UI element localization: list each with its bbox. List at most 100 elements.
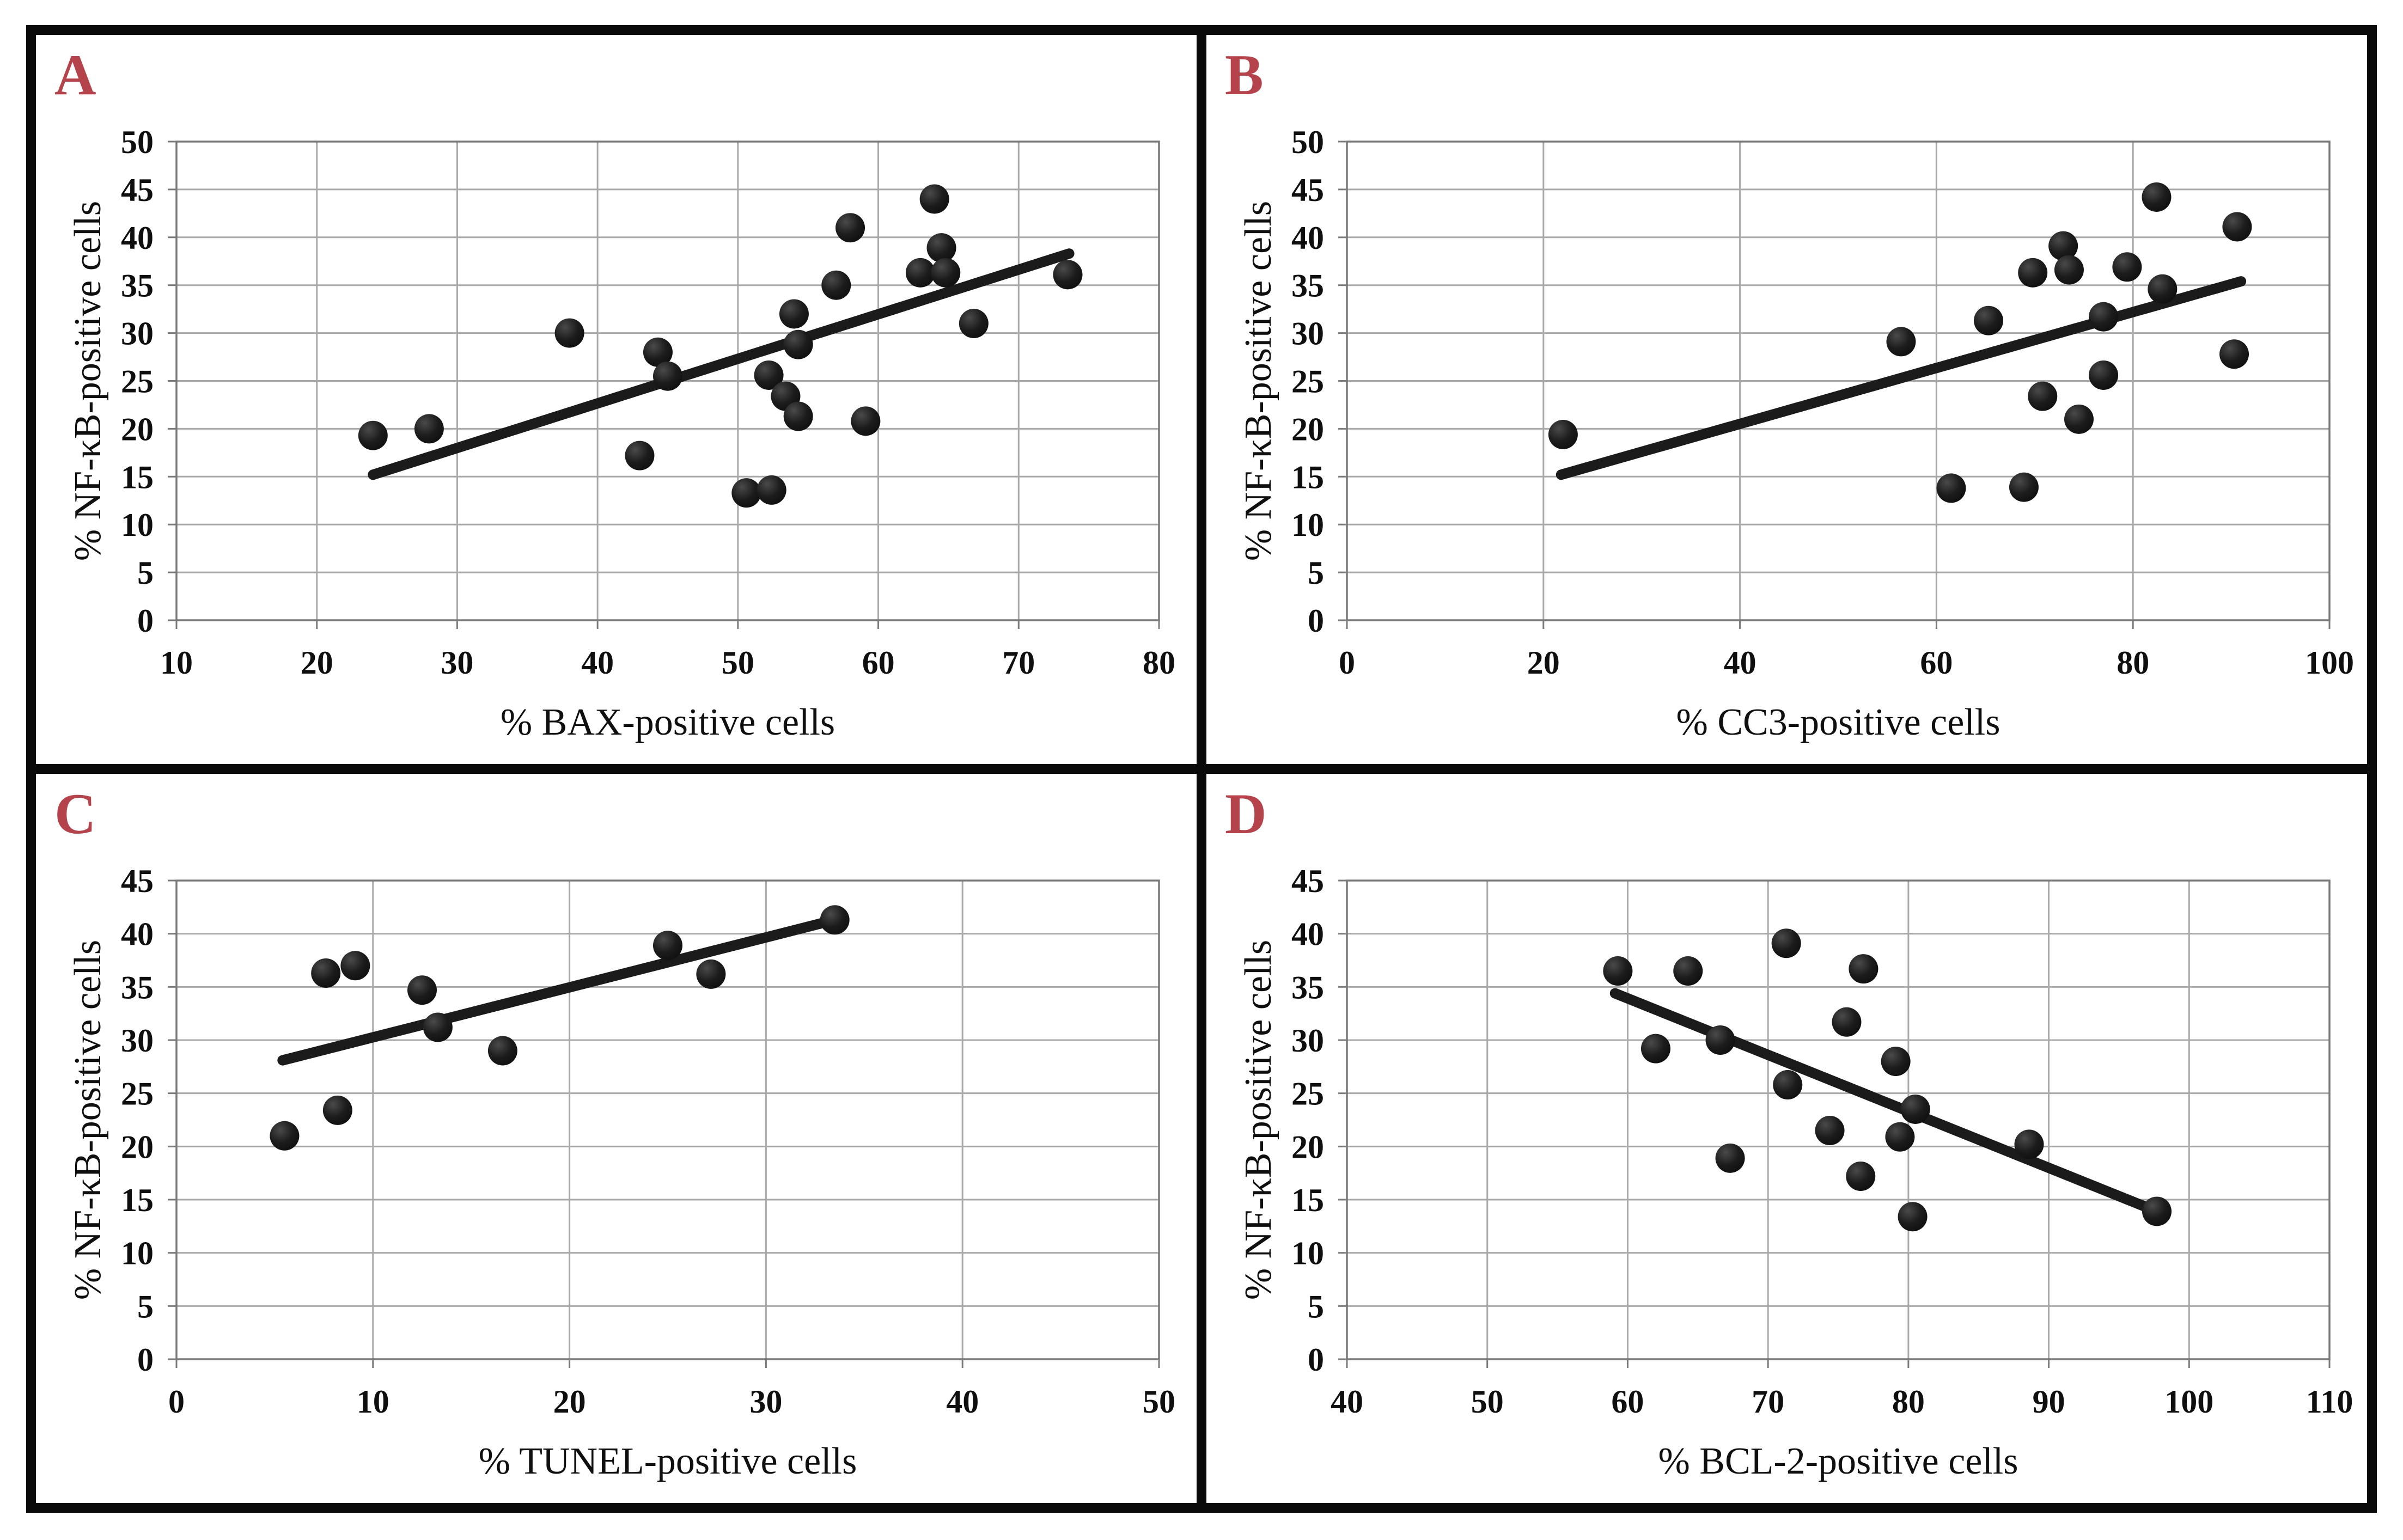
y-tick-label: 40 (121, 220, 154, 256)
tick-marks (1338, 879, 2331, 1368)
y-tick-label: 40 (1291, 916, 1324, 952)
x-tick-label: 20 (1527, 645, 1560, 681)
data-point (1885, 1122, 1915, 1152)
y-tick-labels: 0 5 10 15 20 25 30 35 40 45 (1291, 863, 1324, 1378)
data-point (1898, 1202, 1928, 1232)
data-point (2064, 404, 2094, 434)
data-point (835, 213, 865, 243)
panel-letter-B: B (1225, 43, 1264, 107)
data-point (931, 258, 961, 288)
plot-border (175, 879, 1160, 1360)
y-tick-label: 5 (1308, 1288, 1324, 1324)
data-point (414, 414, 444, 444)
x-tick-label: 60 (1611, 1384, 1644, 1420)
plot-border (1346, 140, 2331, 621)
data-point (820, 905, 850, 935)
data-points (1603, 928, 2172, 1232)
y-tick-label: 50 (1291, 124, 1324, 160)
y-tick-label: 25 (1291, 364, 1324, 400)
y-tick-label: 35 (121, 969, 154, 1005)
data-point (779, 299, 809, 329)
x-axis-title: % TUNEL-positive cells (479, 1440, 857, 1482)
x-axis-title: % BCL-2-positive cells (1658, 1440, 2018, 1482)
data-point (1974, 305, 2004, 335)
x-tick-label: 10 (160, 645, 193, 681)
data-point (1815, 1116, 1845, 1146)
data-point (1715, 1143, 1745, 1173)
y-tick-label: 25 (121, 364, 154, 400)
x-tick-label: 80 (1143, 645, 1175, 681)
x-tick-label: 10 (357, 1384, 389, 1420)
x-tick-labels: 40 50 60 70 80 90 100 110 (1331, 1384, 2353, 1420)
data-point (851, 406, 881, 436)
y-tick-labels: 0 5 10 15 20 25 30 35 40 45 50 (1291, 124, 1324, 639)
y-tick-label: 0 (1308, 603, 1324, 639)
trendline (368, 248, 1075, 480)
y-tick-label: 25 (121, 1076, 154, 1112)
plot-border (175, 140, 1160, 621)
x-axis-title: % BAX-positive cells (501, 701, 835, 743)
data-point (2142, 182, 2172, 212)
panel-B: B 0 5 10 15 20 25 30 35 40 45 50 0 20 40 60 80 100 % CC3-… (1206, 35, 2367, 764)
scatter-plot-bcl2: 0 5 10 15 20 25 30 35 40 45 40 50 60 70 80 90 100 110 % BC… (1237, 863, 2353, 1482)
trendline (1609, 988, 2162, 1217)
y-tick-label: 10 (121, 1236, 154, 1272)
x-tick-label: 40 (946, 1384, 979, 1420)
data-point (2089, 302, 2119, 332)
y-tick-label: 30 (1291, 316, 1324, 352)
gridlines (175, 879, 1160, 1360)
data-point (1053, 260, 1083, 290)
x-tick-label: 50 (1143, 1384, 1175, 1420)
x-tick-label: 20 (301, 645, 333, 681)
x-tick-label: 30 (749, 1384, 782, 1420)
y-tick-label: 20 (1291, 411, 1324, 447)
y-tick-label: 40 (1291, 220, 1324, 256)
y-tick-label: 30 (1291, 1023, 1324, 1059)
data-point (1849, 954, 1879, 984)
x-tick-label: 100 (2164, 1384, 2213, 1420)
gridlines (1346, 140, 2331, 621)
y-tick-label: 0 (137, 603, 154, 639)
y-tick-labels: 0 5 10 15 20 25 30 35 40 45 (121, 863, 154, 1378)
y-tick-label: 15 (1291, 1182, 1324, 1218)
x-tick-label: 80 (2117, 645, 2149, 681)
data-point (783, 329, 813, 359)
x-tick-label: 0 (168, 1384, 185, 1420)
scatter-plot-tunel: 0 5 10 15 20 25 30 35 40 45 0 10 20 30 40 50 % TUNEL-pos… (67, 863, 1175, 1482)
data-point (2009, 472, 2039, 502)
data-point (340, 951, 370, 981)
data-point (2048, 231, 2078, 261)
y-tick-labels: 0 5 10 15 20 25 30 35 40 45 50 (121, 124, 154, 639)
data-point (270, 1121, 300, 1151)
y-tick-label: 10 (121, 507, 154, 543)
data-point (1548, 419, 1578, 449)
y-tick-label: 20 (1291, 1129, 1324, 1165)
data-point (2148, 274, 2178, 304)
data-point (1881, 1047, 1911, 1077)
data-point (754, 360, 784, 390)
tick-marks (168, 879, 1160, 1368)
data-point (2014, 1129, 2044, 1159)
y-tick-label: 15 (121, 1182, 154, 1218)
y-tick-label: 10 (1291, 507, 1324, 543)
scatter-plot-bax: 0 5 10 15 20 25 30 35 40 45 50 10 20 30 40 50 60 70 80 % BA… (67, 124, 1175, 743)
data-point (2222, 212, 2252, 242)
data-point (1846, 1162, 1876, 1191)
tick-marks (1338, 140, 2331, 629)
scatter-plot-cc3: 0 5 10 15 20 25 30 35 40 45 50 0 20 40 60 80 100 % CC3-po… (1237, 124, 2354, 743)
data-point (1640, 1034, 1670, 1064)
data-point (2028, 381, 2058, 411)
data-point (757, 475, 786, 505)
x-axis-title: % CC3-positive cells (1676, 701, 2001, 743)
y-axis-title: % NF-κB-positive cells (67, 201, 109, 561)
data-point (783, 401, 813, 431)
data-point (2089, 360, 2119, 390)
y-tick-label: 0 (1308, 1342, 1324, 1378)
data-point (2219, 339, 2249, 369)
data-point (2054, 255, 2084, 285)
x-tick-labels: 0 10 20 30 40 50 (168, 1384, 1175, 1420)
y-axis-title: % NF-κB-positive cells (1237, 940, 1279, 1300)
x-tick-label: 80 (1892, 1384, 1925, 1420)
y-tick-label: 5 (137, 555, 154, 591)
data-point (423, 1012, 453, 1042)
